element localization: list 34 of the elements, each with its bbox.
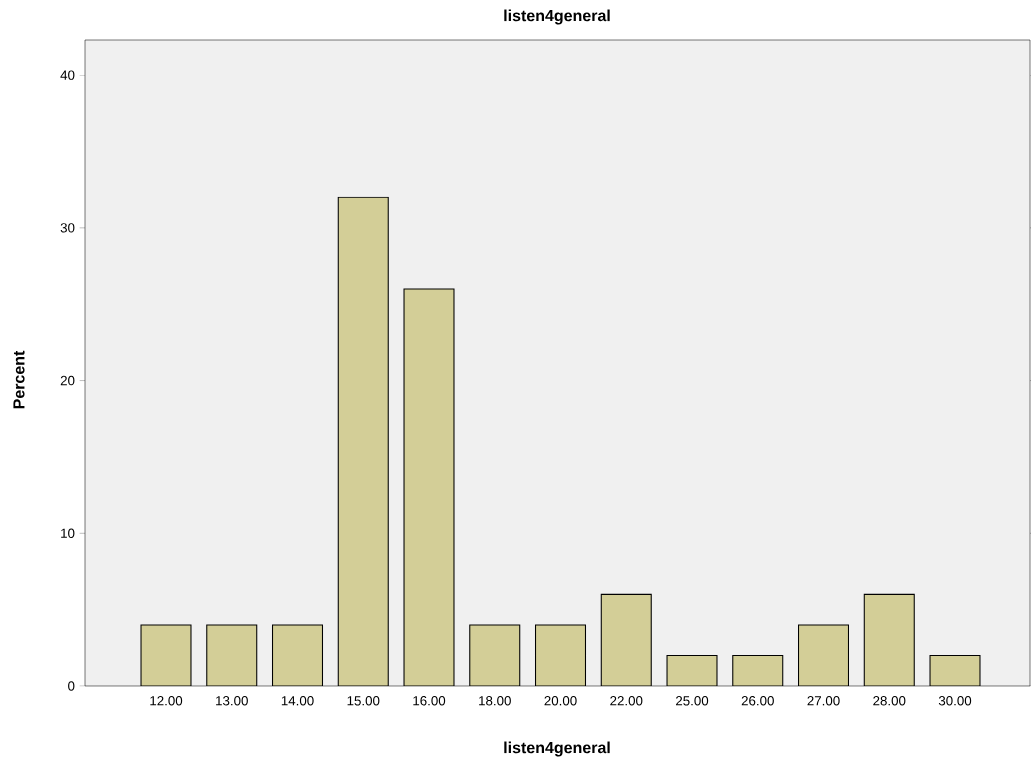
bar: [732, 654, 784, 686]
bar: [929, 654, 981, 686]
bar: [206, 624, 258, 686]
bar: [863, 593, 915, 686]
x-tick-label: 15.00: [347, 696, 380, 706]
x-tick-label: 30.00: [938, 696, 972, 706]
bar: [666, 654, 718, 686]
y-tick-label: 30: [60, 223, 75, 233]
y-tick-label: 0: [68, 681, 75, 691]
x-tick-label: 14.00: [281, 696, 314, 706]
x-tick-label: 28.00: [873, 696, 906, 706]
chart-title: listen4general: [504, 9, 610, 25]
bar: [140, 624, 192, 686]
x-tick-label: 22.00: [610, 696, 643, 706]
x-tick-label: 12.00: [150, 696, 183, 706]
x-tick-label: 20.00: [544, 696, 577, 706]
bar: [403, 288, 455, 686]
x-tick-label: 16.00: [413, 696, 446, 706]
bar: [600, 593, 652, 686]
x-tick-label: 27.00: [807, 696, 840, 706]
x-tick-label: 25.00: [675, 696, 709, 706]
bar: [534, 624, 587, 686]
y-tick-label: 10: [61, 528, 75, 538]
x-axis-title: listen4general: [504, 741, 610, 757]
y-tick-label: 40: [60, 70, 75, 80]
x-tick-label: 13.00: [216, 696, 248, 706]
bar: [337, 196, 389, 686]
x-tick-label: 26.00: [741, 696, 774, 706]
bar: [271, 624, 324, 686]
y-axis-title: Percent: [13, 350, 25, 409]
y-tick-label: 20: [60, 375, 75, 386]
bar: [469, 624, 521, 686]
bar: [797, 624, 850, 686]
x-tick-label: 18.00: [479, 696, 511, 706]
